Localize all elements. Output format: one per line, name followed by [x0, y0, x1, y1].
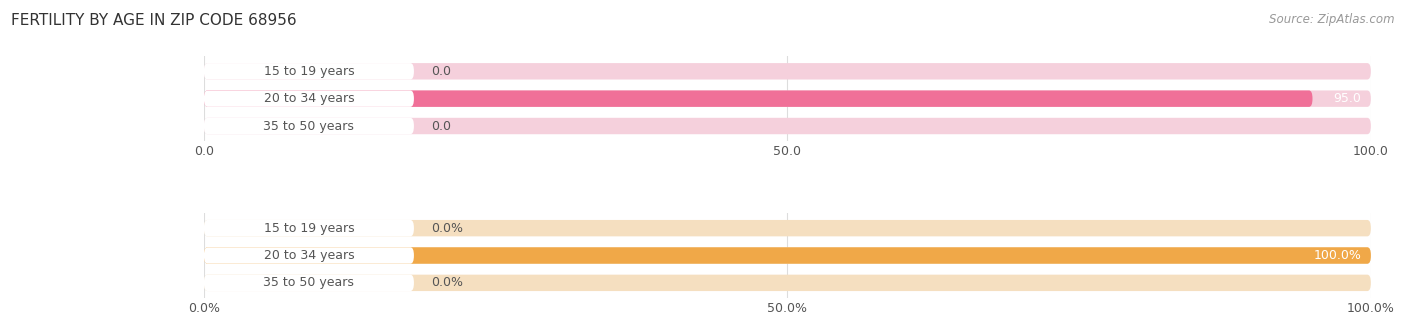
FancyBboxPatch shape [204, 247, 413, 264]
Text: 100.0%: 100.0% [1313, 249, 1361, 262]
FancyBboxPatch shape [204, 90, 413, 107]
Text: 35 to 50 years: 35 to 50 years [263, 276, 354, 289]
FancyBboxPatch shape [204, 247, 1371, 264]
Text: 15 to 19 years: 15 to 19 years [263, 65, 354, 78]
FancyBboxPatch shape [204, 118, 1371, 134]
FancyBboxPatch shape [204, 118, 413, 134]
FancyBboxPatch shape [204, 90, 1371, 107]
FancyBboxPatch shape [204, 275, 413, 291]
FancyBboxPatch shape [204, 63, 1371, 79]
Text: 35 to 50 years: 35 to 50 years [263, 119, 354, 132]
Text: 0.0%: 0.0% [432, 222, 464, 235]
FancyBboxPatch shape [204, 90, 1313, 107]
FancyBboxPatch shape [204, 220, 413, 236]
Text: 20 to 34 years: 20 to 34 years [263, 249, 354, 262]
FancyBboxPatch shape [204, 220, 1371, 236]
Text: 20 to 34 years: 20 to 34 years [263, 92, 354, 105]
FancyBboxPatch shape [204, 275, 1371, 291]
Text: Source: ZipAtlas.com: Source: ZipAtlas.com [1270, 13, 1395, 26]
Text: 95.0: 95.0 [1334, 92, 1361, 105]
Text: 0.0: 0.0 [432, 65, 451, 78]
FancyBboxPatch shape [204, 63, 413, 79]
FancyBboxPatch shape [204, 247, 1371, 264]
Text: 0.0%: 0.0% [432, 276, 464, 289]
Text: FERTILITY BY AGE IN ZIP CODE 68956: FERTILITY BY AGE IN ZIP CODE 68956 [11, 13, 297, 28]
Text: 15 to 19 years: 15 to 19 years [263, 222, 354, 235]
Text: 0.0: 0.0 [432, 119, 451, 132]
